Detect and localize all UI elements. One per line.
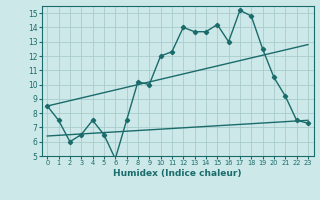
X-axis label: Humidex (Indice chaleur): Humidex (Indice chaleur): [113, 169, 242, 178]
